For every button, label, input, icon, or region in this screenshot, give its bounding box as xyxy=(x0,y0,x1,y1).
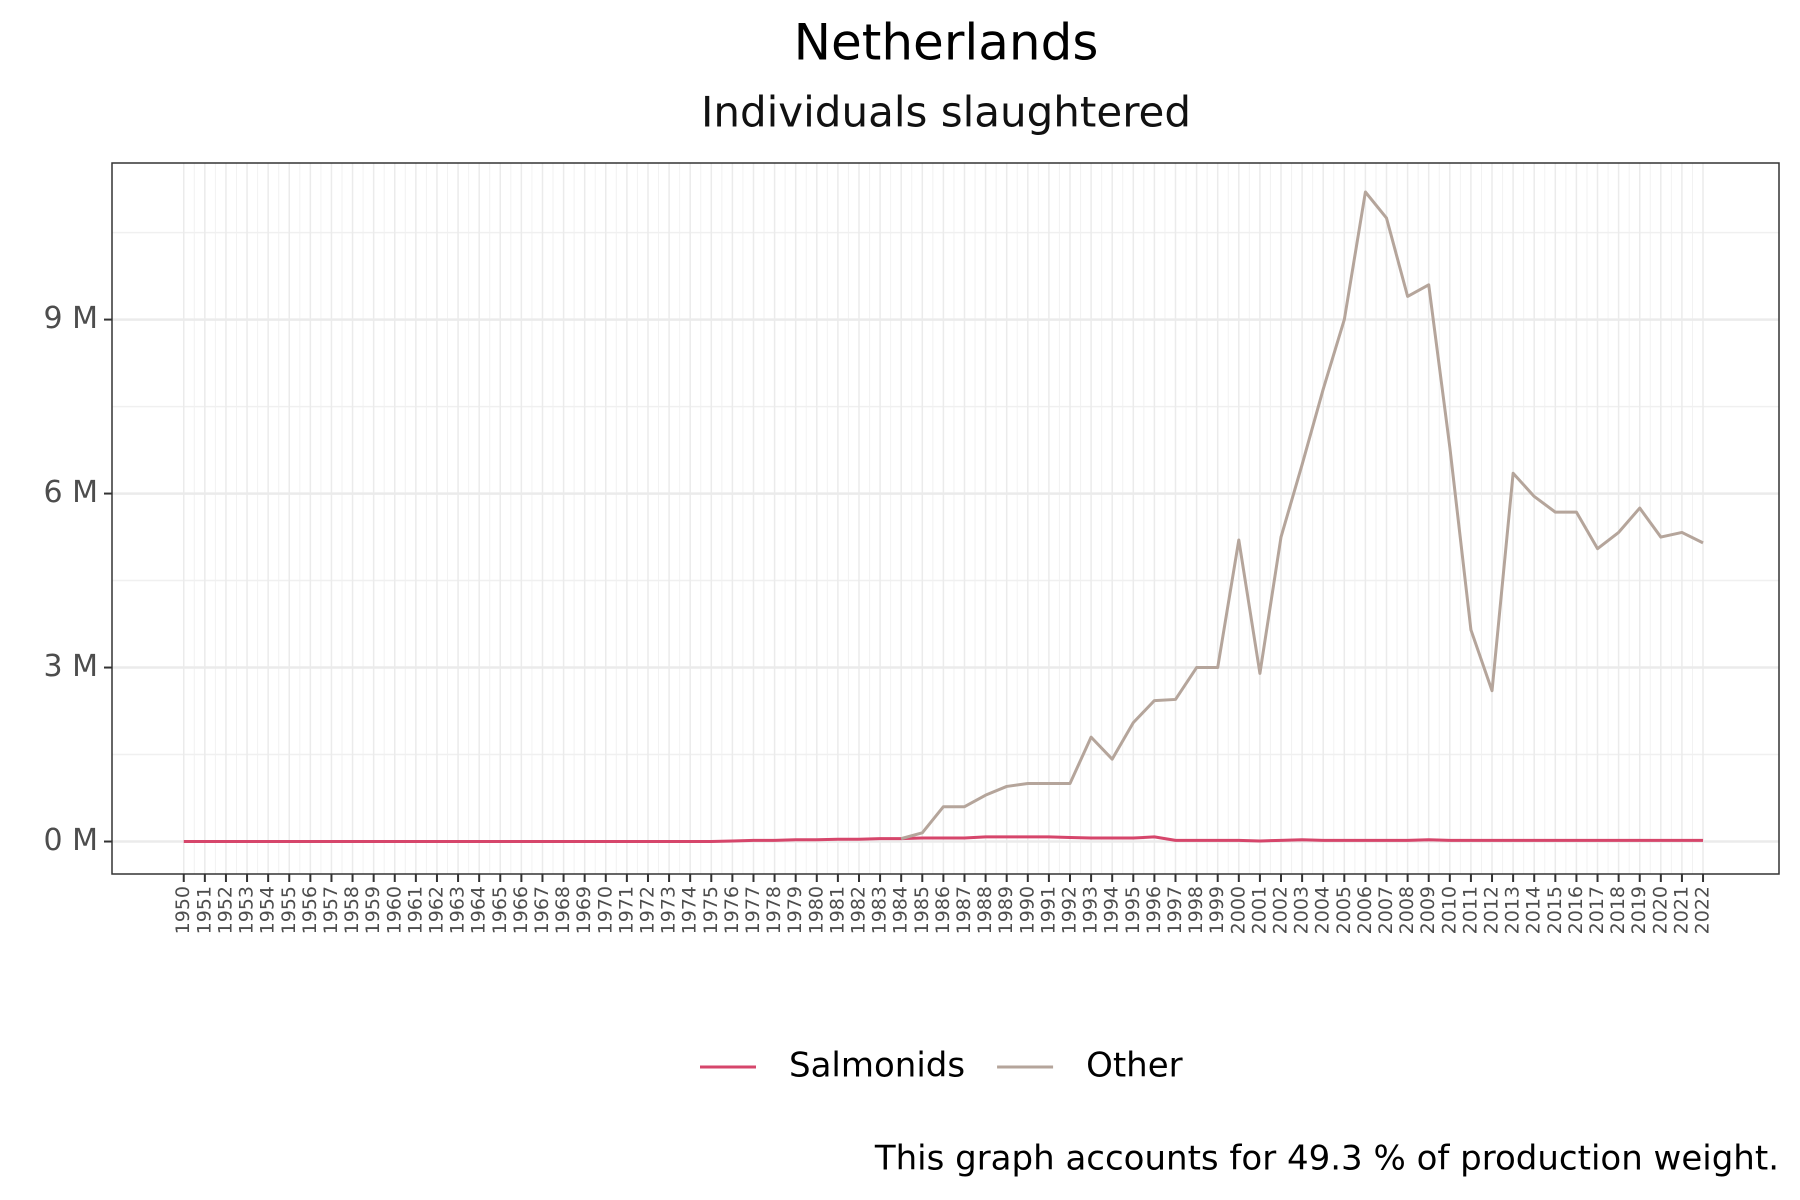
x-tick-label: 1981 xyxy=(826,886,848,934)
x-tick-label: 1985 xyxy=(911,886,933,934)
x-tick-label: 1958 xyxy=(341,886,363,934)
x-tick-label: 1998 xyxy=(1185,886,1207,934)
x-tick-label: 1967 xyxy=(531,886,553,934)
x-tick-label: 2001 xyxy=(1248,886,1270,934)
x-tick-label: 1989 xyxy=(995,886,1017,934)
x-tick-label: 1986 xyxy=(932,886,954,934)
x-tick-label: 1983 xyxy=(869,886,891,934)
x-tick-label: 2000 xyxy=(1227,886,1249,934)
x-tick-label: 1962 xyxy=(425,886,447,934)
x-tick-label: 1993 xyxy=(1080,886,1102,934)
x-tick-label: 1992 xyxy=(1058,886,1080,934)
x-tick-label: 1963 xyxy=(447,886,469,934)
x-tick-label: 1953 xyxy=(236,886,258,934)
x-tick-label: 1951 xyxy=(193,886,215,934)
x-tick-label: 1957 xyxy=(320,886,342,934)
x-tick-label: 1997 xyxy=(1164,886,1186,934)
x-tick-label: 1950 xyxy=(172,886,194,934)
x-tick-label: 1994 xyxy=(1101,886,1123,934)
x-tick-label: 1980 xyxy=(805,886,827,934)
x-tick-label: 1987 xyxy=(953,886,975,934)
x-tick-label: 1990 xyxy=(1016,886,1038,934)
series-line xyxy=(900,190,1704,841)
x-tick-label: 2015 xyxy=(1544,886,1566,934)
x-tick-label: 1999 xyxy=(1206,886,1228,934)
x-tick-label: 1982 xyxy=(847,886,869,934)
x-tick-label: 2003 xyxy=(1291,886,1313,934)
x-tick-label: 1964 xyxy=(468,886,490,934)
x-tick-label: 2022 xyxy=(1692,886,1714,934)
x-tick-label: 1975 xyxy=(700,886,722,934)
x-tick-label: 1974 xyxy=(679,886,701,934)
x-tick-label: 1984 xyxy=(890,886,912,934)
x-tick-label: 2012 xyxy=(1481,886,1503,934)
x-tick-label: 1973 xyxy=(658,886,680,934)
chart-title: Netherlands xyxy=(794,14,1099,72)
legend-label: Salmonids xyxy=(789,1046,965,1086)
x-tick-label: 2005 xyxy=(1333,886,1355,934)
x-tick-label: 1960 xyxy=(383,886,405,934)
y-tick-label: 0 M xyxy=(43,823,98,858)
x-tick-label: 1979 xyxy=(784,886,806,934)
x-tick-label: 1969 xyxy=(573,886,595,934)
x-tick-label: 2013 xyxy=(1502,886,1524,934)
x-tick-label: 1954 xyxy=(257,886,279,934)
x-tick-label: 2007 xyxy=(1375,886,1397,934)
x-tick-label: 1956 xyxy=(299,886,321,934)
x-tick-label: 2020 xyxy=(1649,886,1671,934)
y-tick-label: 6 M xyxy=(43,475,98,510)
x-tick-label: 2014 xyxy=(1523,886,1545,934)
x-tick-label: 1955 xyxy=(278,886,300,934)
x-tick-label: 2008 xyxy=(1396,886,1418,934)
x-tick-label: 1971 xyxy=(615,886,637,934)
x-tick-label: 2009 xyxy=(1417,886,1439,934)
plot-border xyxy=(111,162,1780,875)
x-tick-label: 1991 xyxy=(1037,886,1059,934)
x-tick-label: 1966 xyxy=(510,886,532,934)
x-tick-label: 2002 xyxy=(1270,886,1292,934)
x-tick-label: 2006 xyxy=(1354,886,1376,934)
x-tick-label: 1965 xyxy=(489,886,511,934)
x-tick-label: 2010 xyxy=(1438,886,1460,934)
x-tick-label: 1959 xyxy=(362,886,384,934)
chart-subtitle: Individuals slaughtered xyxy=(701,88,1191,137)
x-tick-label: 1972 xyxy=(636,886,658,934)
x-tick-label: 2019 xyxy=(1628,886,1650,934)
legend-label: Other xyxy=(1086,1046,1183,1086)
x-tick-label: 1995 xyxy=(1122,886,1144,934)
y-tick-label: 3 M xyxy=(43,649,98,684)
x-tick-label: 2021 xyxy=(1670,886,1692,934)
x-tick-label: 1978 xyxy=(763,886,785,934)
y-tick-label: 9 M xyxy=(43,301,98,336)
series-line xyxy=(183,835,1704,844)
x-tick-label: 1961 xyxy=(404,886,426,934)
x-tick-label: 2016 xyxy=(1565,886,1587,934)
x-tick-label: 2011 xyxy=(1459,886,1481,934)
x-tick-label: 2017 xyxy=(1586,886,1608,934)
x-tick-label: 1970 xyxy=(594,886,616,934)
x-tick-label: 1996 xyxy=(1143,886,1165,934)
x-tick-label: 1968 xyxy=(552,886,574,934)
x-tick-label: 1977 xyxy=(742,886,764,934)
x-tick-label: 1976 xyxy=(721,886,743,934)
x-tick-label: 1952 xyxy=(214,886,236,934)
x-tick-label: 2004 xyxy=(1312,886,1334,934)
x-tick-label: 1988 xyxy=(974,886,996,934)
caption: This graph accounts for 49.3 % of produc… xyxy=(874,1139,1779,1179)
x-tick-label: 2018 xyxy=(1607,886,1629,934)
